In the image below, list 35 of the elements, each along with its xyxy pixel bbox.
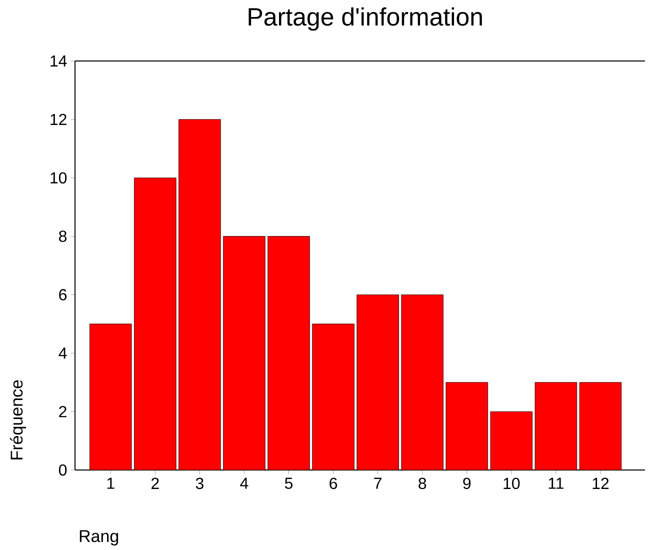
x-tick-label: 1 [107, 478, 114, 489]
y-tick-label: 10 [50, 172, 67, 184]
x-tick-label: 10 [504, 478, 520, 490]
y-tick-label: 4 [58, 348, 67, 359]
x-tick-label: 3 [196, 478, 204, 490]
x-tick-label: 6 [330, 478, 338, 490]
y-tick-label: 6 [59, 289, 67, 300]
bar [178, 119, 221, 470]
x-tick-label: 8 [418, 478, 426, 490]
y-tick-label: 8 [59, 230, 67, 242]
bar [356, 294, 399, 470]
bar [223, 236, 266, 470]
y-tick-label: 14 [50, 55, 67, 66]
bar [89, 324, 132, 470]
chart-title: Partage d'information [248, 7, 482, 31]
y-tick-label: 2 [59, 406, 66, 418]
y-axis-title: Fréquence [10, 380, 26, 460]
x-tick-label: 5 [284, 478, 293, 489]
x-tick-label: 9 [463, 478, 471, 490]
x-tick-label: 4 [240, 478, 248, 489]
bar [268, 236, 310, 470]
bar [401, 294, 444, 470]
x-tick-label: 12 [592, 478, 609, 489]
x-tick-label: 7 [374, 478, 382, 489]
bar [490, 411, 533, 470]
bar [134, 178, 176, 470]
bar [579, 382, 622, 470]
x-tick-label: 2 [152, 478, 159, 489]
x-tick-label: 11 [548, 478, 564, 489]
y-tick-label: 0 [58, 464, 67, 476]
x-axis-title: Rang [80, 530, 118, 546]
bar [534, 382, 578, 470]
bar [312, 324, 354, 470]
bar [446, 382, 488, 470]
y-tick-label: 12 [50, 114, 66, 126]
